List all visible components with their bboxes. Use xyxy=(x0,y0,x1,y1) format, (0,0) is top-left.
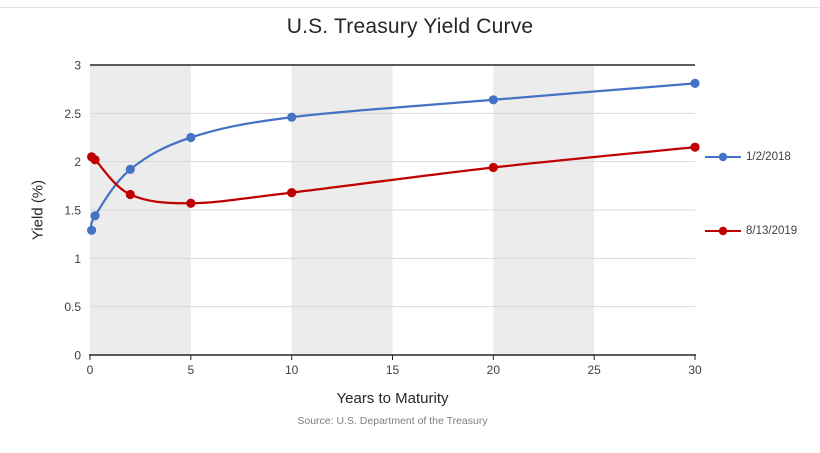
top-divider xyxy=(0,7,820,8)
y-tick-label: 0.5 xyxy=(64,300,81,314)
legend-item-series-0: 1/2/2018 xyxy=(704,151,797,163)
y-tick-label: 1 xyxy=(74,252,81,266)
data-point-1/2/2018 xyxy=(87,225,97,235)
x-tick-label: 25 xyxy=(587,363,601,377)
line-marker-icon xyxy=(705,226,741,236)
source-note: Source: U.S. Department of the Treasury xyxy=(297,415,488,427)
x-tick-label: 10 xyxy=(285,363,299,377)
data-point-1/2/2018 xyxy=(488,95,498,105)
y-tick-label: 3 xyxy=(74,59,81,73)
data-point-8/13/2019 xyxy=(125,189,135,200)
data-point-1/2/2018 xyxy=(125,164,135,174)
legend-label-series-0: 1/2/2018 xyxy=(746,151,791,163)
data-point-1/2/2018 xyxy=(690,78,700,88)
x-axis-label: Years to Maturity xyxy=(336,390,449,407)
series-line-1/2/2018 xyxy=(90,82,697,232)
line-marker-icon xyxy=(705,152,741,162)
data-point-1/2/2018 xyxy=(186,132,196,143)
legend-item-series-1: 8/13/2019 xyxy=(704,225,797,237)
legend-label-series-1: 8/13/2019 xyxy=(746,225,798,237)
series-line-8/13/2019 xyxy=(89,146,697,205)
data-point-1/2/2018 xyxy=(90,211,100,221)
legend: 1/2/2018 8/13/2019 xyxy=(704,151,797,237)
data-point-1/2/2018 xyxy=(287,112,297,122)
x-tick-label: 20 xyxy=(487,363,501,377)
x-tick-label: 15 xyxy=(386,363,400,377)
x-tick-label: 5 xyxy=(187,363,194,377)
y-tick-label: 0 xyxy=(74,349,81,363)
chart-title: U.S. Treasury Yield Curve xyxy=(286,15,534,38)
data-point-8/13/2019 xyxy=(690,142,700,152)
data-point-8/13/2019 xyxy=(287,188,297,198)
x-tick-label: 0 xyxy=(87,363,94,377)
data-point-8/13/2019 xyxy=(90,155,100,165)
y-axis-label: Yield (%) xyxy=(29,179,47,241)
y-tick-label: 1.5 xyxy=(64,204,81,218)
x-tick-label: 30 xyxy=(688,363,702,377)
data-point-8/13/2019 xyxy=(186,198,196,208)
y-tick-label: 2 xyxy=(74,155,81,169)
y-tick-label: 2.5 xyxy=(64,107,81,121)
data-point-8/13/2019 xyxy=(488,162,498,173)
